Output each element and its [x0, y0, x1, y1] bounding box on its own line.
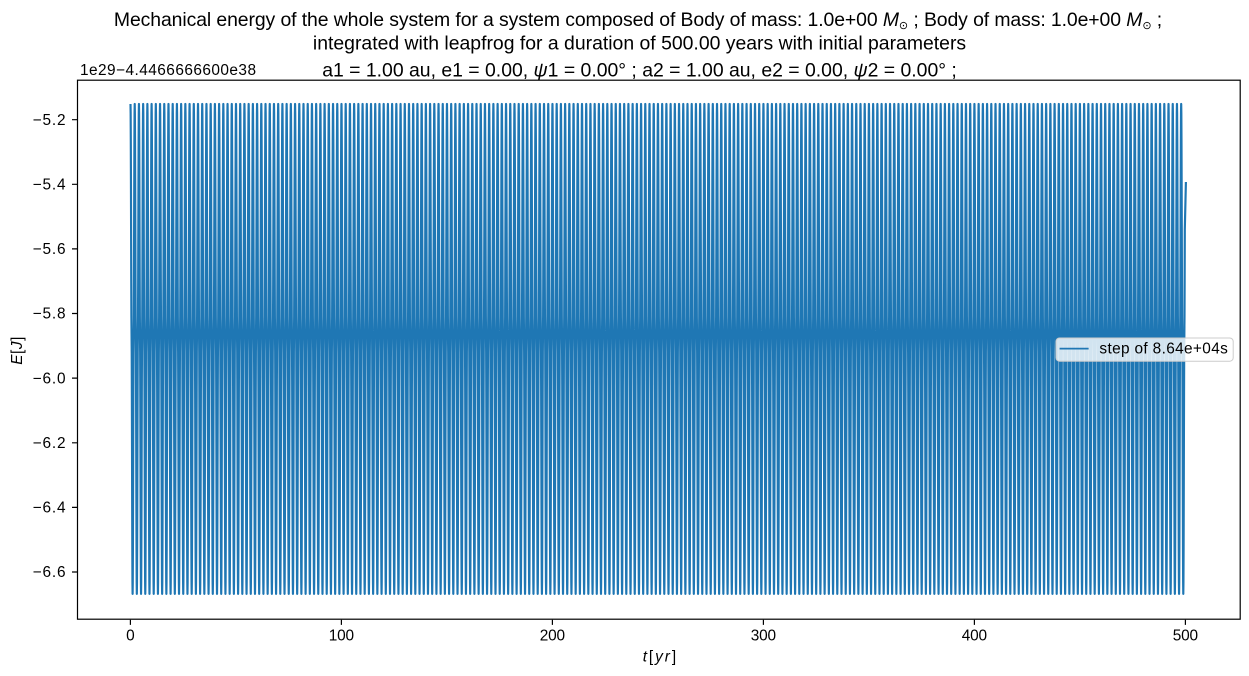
svg-text:−6.0: −6.0 — [33, 370, 66, 387]
svg-text:−6.4: −6.4 — [33, 500, 66, 517]
svg-text:t[yr]: t[yr] — [643, 648, 676, 665]
svg-text:−5.4: −5.4 — [33, 177, 66, 194]
svg-text:1e29−4.4466666600e38: 1e29−4.4466666600e38 — [80, 62, 256, 79]
svg-text:integrated with leapfrog for a: integrated with leapfrog for a duration … — [313, 33, 966, 55]
svg-text:Mechanical energy of the whole: Mechanical energy of the whole system fo… — [114, 9, 1162, 32]
svg-text:−5.8: −5.8 — [33, 306, 66, 323]
svg-text:400: 400 — [962, 627, 987, 644]
svg-text:500: 500 — [1173, 627, 1198, 644]
svg-text:step of 8.64e+04s: step of 8.64e+04s — [1099, 341, 1228, 358]
svg-text:0: 0 — [126, 627, 135, 644]
svg-text:−5.6: −5.6 — [33, 241, 66, 258]
svg-text:200: 200 — [540, 627, 565, 644]
svg-text:E[J]: E[J] — [9, 336, 26, 365]
svg-text:a1 = 1.00 au, e1 = 0.00, ψ1 =: a1 = 1.00 au, e1 = 0.00, ψ1 = 0.00° ; a2… — [322, 59, 957, 81]
svg-text:−6.6: −6.6 — [33, 564, 66, 581]
svg-text:300: 300 — [751, 627, 776, 644]
svg-text:−6.2: −6.2 — [33, 435, 66, 452]
svg-text:100: 100 — [329, 627, 354, 644]
svg-text:−5.2: −5.2 — [33, 112, 66, 129]
